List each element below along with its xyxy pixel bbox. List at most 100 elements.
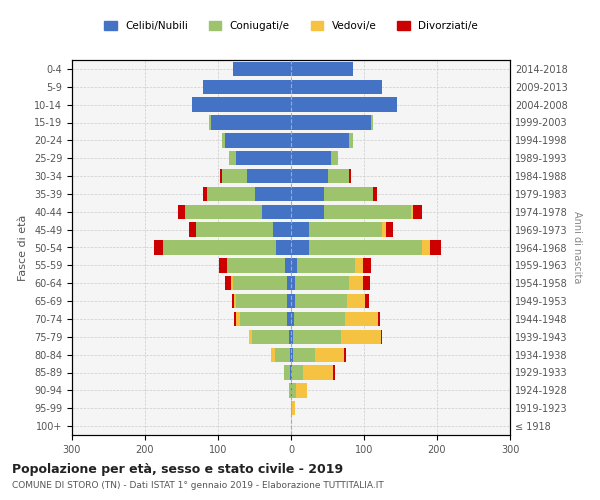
Bar: [277, 240, 291, 254]
Bar: [290, 348, 291, 362]
Bar: [291, 258, 297, 272]
Bar: [240, 312, 287, 326]
Bar: [247, 169, 291, 183]
Bar: [362, 276, 370, 290]
Bar: [291, 169, 328, 183]
Text: Popolazione per età, sesso e stato civile - 2019: Popolazione per età, sesso e stato civil…: [12, 462, 343, 475]
Bar: [341, 330, 381, 344]
Bar: [221, 133, 226, 148]
Bar: [293, 330, 341, 344]
Bar: [382, 222, 386, 237]
Bar: [291, 62, 353, 76]
Bar: [291, 222, 309, 237]
Bar: [412, 204, 413, 219]
Bar: [220, 258, 227, 272]
Bar: [291, 383, 292, 398]
Bar: [291, 98, 397, 112]
Bar: [273, 222, 291, 237]
Bar: [297, 258, 355, 272]
Bar: [233, 276, 287, 290]
Bar: [291, 294, 295, 308]
Y-axis label: Fasce di età: Fasce di età: [19, 214, 28, 280]
Bar: [291, 204, 324, 219]
Legend: Celibi/Nubili, Coniugati/e, Vedovi/e, Divorziati/e: Celibi/Nubili, Coniugati/e, Vedovi/e, Di…: [100, 16, 482, 35]
Bar: [430, 240, 440, 254]
Bar: [315, 348, 344, 362]
Text: COMUNE DI STORO (TN) - Dati ISTAT 1° gennaio 2019 - Elaborazione TUTTITALIA.IT: COMUNE DI STORO (TN) - Dati ISTAT 1° gen…: [12, 481, 384, 490]
Bar: [291, 312, 294, 326]
Bar: [254, 187, 291, 201]
Bar: [154, 240, 163, 254]
Bar: [295, 294, 347, 308]
Bar: [309, 240, 422, 254]
Bar: [349, 133, 353, 148]
Bar: [328, 169, 349, 183]
Bar: [290, 366, 291, 380]
Bar: [291, 401, 292, 415]
Bar: [291, 330, 293, 344]
Bar: [362, 258, 371, 272]
Bar: [292, 383, 296, 398]
Bar: [294, 312, 345, 326]
Bar: [221, 169, 247, 183]
Bar: [233, 62, 291, 76]
Bar: [295, 276, 349, 290]
Bar: [291, 366, 292, 380]
Bar: [271, 348, 275, 362]
Bar: [289, 330, 291, 344]
Bar: [287, 294, 291, 308]
Bar: [291, 240, 309, 254]
Bar: [296, 383, 307, 398]
Bar: [262, 204, 291, 219]
Bar: [248, 330, 253, 344]
Bar: [163, 240, 277, 254]
Bar: [349, 276, 362, 290]
Bar: [226, 133, 291, 148]
Bar: [211, 116, 291, 130]
Bar: [365, 294, 369, 308]
Bar: [332, 366, 335, 380]
Bar: [236, 151, 291, 166]
Bar: [253, 330, 289, 344]
Bar: [381, 330, 382, 344]
Bar: [226, 276, 231, 290]
Bar: [287, 312, 291, 326]
Bar: [371, 116, 373, 130]
Bar: [331, 151, 338, 166]
Bar: [207, 187, 254, 201]
Bar: [386, 222, 393, 237]
Bar: [189, 222, 196, 237]
Bar: [292, 401, 295, 415]
Bar: [355, 258, 362, 272]
Bar: [209, 116, 211, 130]
Bar: [422, 240, 430, 254]
Bar: [220, 169, 221, 183]
Bar: [349, 169, 351, 183]
Bar: [413, 204, 422, 219]
Bar: [196, 222, 273, 237]
Bar: [345, 312, 378, 326]
Bar: [291, 151, 331, 166]
Bar: [291, 80, 382, 94]
Bar: [291, 348, 293, 362]
Bar: [344, 348, 346, 362]
Bar: [193, 98, 291, 112]
Bar: [203, 187, 207, 201]
Bar: [275, 348, 290, 362]
Bar: [309, 222, 382, 237]
Bar: [285, 258, 291, 272]
Bar: [304, 366, 332, 380]
Bar: [324, 187, 373, 201]
Bar: [236, 294, 287, 308]
Bar: [231, 276, 233, 290]
Bar: [291, 187, 324, 201]
Bar: [185, 204, 262, 219]
Bar: [227, 258, 285, 272]
Bar: [291, 116, 371, 130]
Bar: [291, 276, 295, 290]
Bar: [232, 294, 234, 308]
Bar: [284, 366, 290, 380]
Bar: [234, 312, 236, 326]
Bar: [293, 348, 315, 362]
Y-axis label: Anni di nascita: Anni di nascita: [571, 212, 581, 284]
